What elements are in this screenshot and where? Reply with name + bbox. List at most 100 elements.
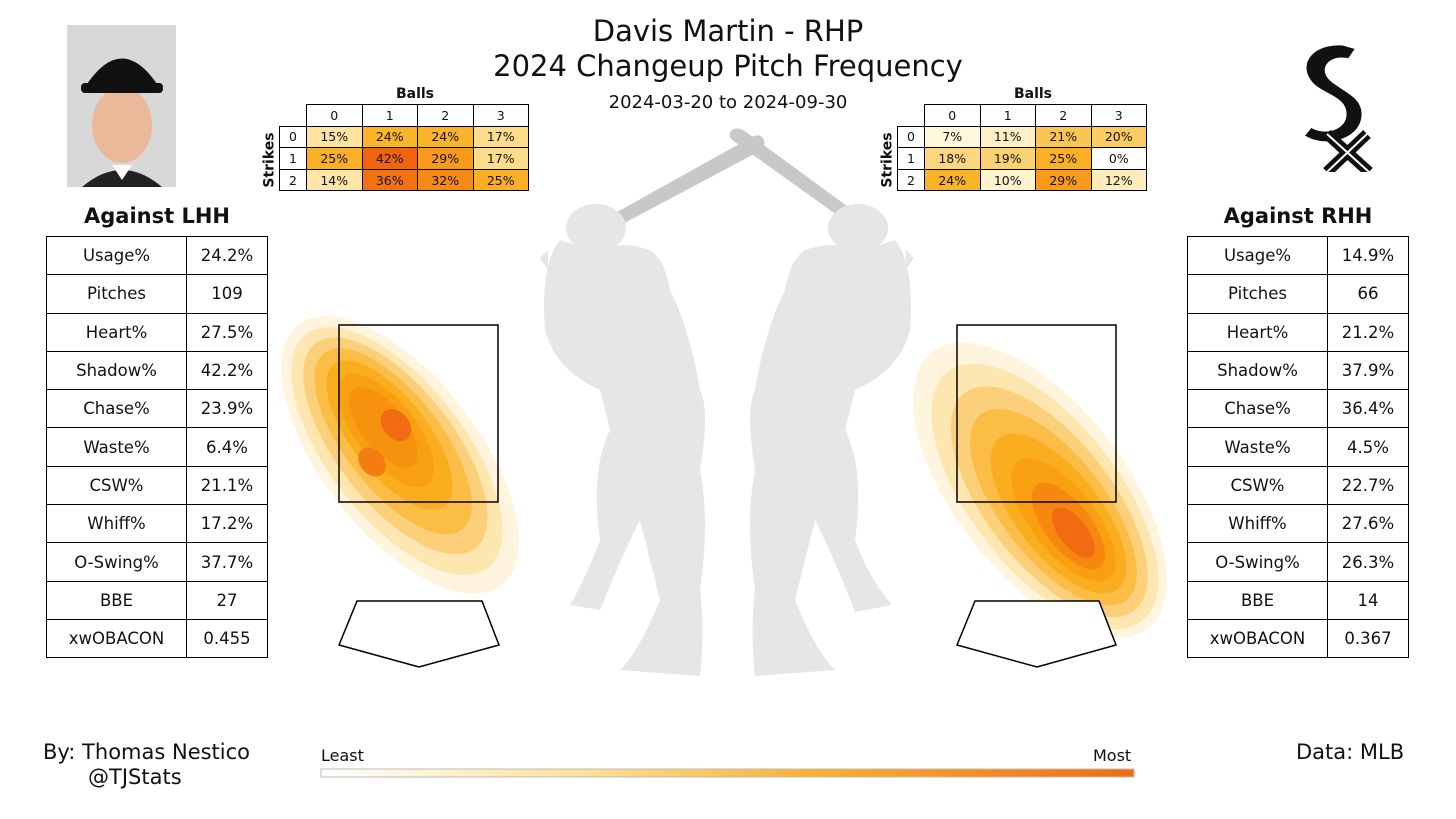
stat-label: Shadow% [1187, 350, 1328, 391]
count-cell: 20% [1090, 125, 1147, 149]
balls-axis-label: Balls [1013, 86, 1053, 102]
rhh-stats-table: Usage% 14.9% Pitches 66 Heart% 21.2% Shadow% 37… [1187, 235, 1409, 659]
chart-subtitle: 2024 Changeup Pitch Frequency [493, 49, 963, 83]
stat-row: Whiff% 17.2% [46, 504, 268, 544]
stat-label: Usage% [1187, 235, 1328, 276]
author-name: By: Thomas Nestico [43, 740, 251, 764]
stat-value: 4.5% [1327, 427, 1409, 467]
stat-row: BBE 14 [1187, 580, 1409, 620]
stat-label: CSW% [46, 465, 187, 506]
white-sox-logo-icon [1283, 38, 1383, 177]
stat-label: Heart% [46, 312, 187, 352]
stat-row: xwOBACON 0.455 [46, 618, 268, 659]
strike-zone-lhh [338, 324, 499, 503]
stat-value: 37.9% [1327, 350, 1409, 391]
home-plate-lhh [337, 600, 500, 668]
stat-label: Usage% [46, 235, 187, 276]
stat-row: O-Swing% 26.3% [1187, 542, 1409, 582]
stat-row: O-Swing% 37.7% [46, 542, 268, 582]
count-cell: 24% [924, 168, 981, 192]
strikes-tick-label: 2 [279, 168, 307, 192]
count-cell: 0% [1090, 147, 1147, 170]
strikes-tick-label: 0 [279, 125, 307, 149]
stat-value: 14 [1327, 580, 1409, 620]
home-plate-rhh [955, 600, 1117, 668]
stat-value: 23.9% [186, 389, 268, 429]
bat-left [592, 135, 765, 236]
count-grid-rhh: Balls Strikes 0 1 2 3 0 7% 11% 21% 20% 1 18% 19% 25% 0%… [878, 86, 1148, 196]
count-cell: 25% [1035, 147, 1092, 170]
count-cell: 12% [1090, 168, 1147, 192]
strikes-tick-label: 1 [279, 147, 307, 170]
stat-value: 0.455 [186, 618, 268, 659]
strike-zone-rhh [956, 324, 1117, 503]
colorbar-high-label: Most [1093, 746, 1132, 765]
count-table: 0 1 2 3 0 7% 11% 21% 20% 1 18% 19% 25% 0% 2 24% 10% 29% 12… [897, 104, 1147, 192]
count-grid-lhh: Balls Strikes 0 1 2 3 0 15% 24% 24% 17% 1 25% 42% 29% 1… [260, 86, 530, 196]
count-cell: 25% [472, 168, 529, 192]
stat-label: Chase% [46, 389, 187, 429]
count-cell: 19% [979, 147, 1036, 170]
count-cell: 24% [361, 125, 418, 149]
lhh-stats-table: Usage% 24.2% Pitches 109 Heart% 27.5% Shadow% 4… [46, 235, 268, 659]
count-cell: 17% [472, 147, 529, 170]
stat-row: Waste% 4.5% [1187, 427, 1409, 467]
stat-value: 0.367 [1327, 618, 1409, 659]
stat-label: CSW% [1187, 465, 1328, 506]
stat-value: 22.7% [1327, 465, 1409, 506]
stat-label: O-Swing% [1187, 542, 1328, 582]
count-cell: 21% [1035, 125, 1092, 149]
colorbar [320, 768, 1135, 778]
stat-label: xwOBACON [1187, 618, 1328, 659]
stat-value: 14.9% [1327, 235, 1409, 276]
batter-silhouette-left [540, 204, 705, 676]
stat-value: 37.7% [186, 542, 268, 582]
strikes-tick-label: 0 [897, 125, 925, 149]
rhh-title: Against RHH [1223, 204, 1373, 228]
count-cell: 36% [361, 168, 418, 192]
balls-tick-label: 0 [924, 104, 981, 127]
stat-value: 42.2% [186, 350, 268, 391]
stat-row: Usage% 14.9% [1187, 235, 1409, 276]
stat-value: 27 [186, 580, 268, 620]
stat-row: Pitches 66 [1187, 274, 1409, 314]
count-cell: 29% [417, 147, 474, 170]
stat-value: 36.4% [1327, 389, 1409, 429]
count-cell: 10% [979, 168, 1036, 192]
data-source: Data: MLB [1296, 740, 1405, 764]
stat-label: Whiff% [46, 504, 187, 544]
stat-row: Chase% 23.9% [46, 389, 268, 429]
stat-row: Shadow% 37.9% [1187, 350, 1409, 391]
stat-row: CSW% 22.7% [1187, 465, 1409, 506]
chart-title: Davis Martin - RHP [592, 14, 864, 48]
stat-label: O-Swing% [46, 542, 187, 582]
count-cell: 29% [1035, 168, 1092, 192]
player-headshot [67, 25, 176, 187]
stat-label: BBE [1187, 580, 1328, 620]
strikes-tick-label: 1 [897, 147, 925, 170]
stat-value: 26.3% [1327, 542, 1409, 582]
stat-value: 21.2% [1327, 312, 1409, 352]
count-cell: 7% [924, 125, 981, 149]
date-range: 2024-03-20 to 2024-09-30 [608, 92, 848, 113]
balls-axis-label: Balls [395, 86, 435, 102]
stat-row: Pitches 109 [46, 274, 268, 314]
stat-row: xwOBACON 0.367 [1187, 618, 1409, 659]
stat-label: Whiff% [1187, 504, 1328, 544]
stat-row: CSW% 21.1% [46, 465, 268, 506]
stat-label: xwOBACON [46, 618, 187, 659]
stat-row: Heart% 27.5% [46, 312, 268, 352]
stat-row: Usage% 24.2% [46, 235, 268, 276]
stat-label: Waste% [46, 427, 187, 467]
count-cell: 14% [306, 168, 363, 192]
stat-row: Waste% 6.4% [46, 427, 268, 467]
stat-value: 17.2% [186, 504, 268, 544]
stat-row: Heart% 21.2% [1187, 312, 1409, 352]
count-cell: 17% [472, 125, 529, 149]
colorbar-low-label: Least [321, 746, 364, 765]
stat-value: 24.2% [186, 235, 268, 276]
stat-value: 6.4% [186, 427, 268, 467]
count-cell: 18% [924, 147, 981, 170]
count-cell: 15% [306, 125, 363, 149]
author-handle: @TJStats [88, 765, 182, 789]
